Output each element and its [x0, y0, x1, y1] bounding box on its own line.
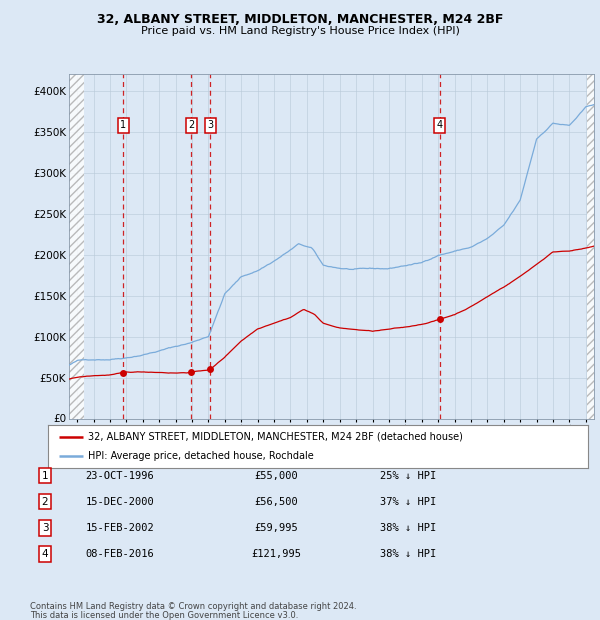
Text: 37% ↓ HPI: 37% ↓ HPI — [380, 497, 436, 507]
Text: £56,500: £56,500 — [254, 497, 298, 507]
Text: 15-FEB-2002: 15-FEB-2002 — [86, 523, 154, 533]
Text: 32, ALBANY STREET, MIDDLETON, MANCHESTER, M24 2BF (detached house): 32, ALBANY STREET, MIDDLETON, MANCHESTER… — [89, 432, 463, 442]
Text: 4: 4 — [41, 549, 49, 559]
Text: 38% ↓ HPI: 38% ↓ HPI — [380, 523, 436, 533]
Text: 4: 4 — [437, 120, 443, 130]
Text: 2: 2 — [188, 120, 194, 130]
Text: 1: 1 — [41, 471, 49, 480]
Text: 23-OCT-1996: 23-OCT-1996 — [86, 471, 154, 480]
Text: 25% ↓ HPI: 25% ↓ HPI — [380, 471, 436, 480]
Text: Price paid vs. HM Land Registry's House Price Index (HPI): Price paid vs. HM Land Registry's House … — [140, 26, 460, 36]
Text: Contains HM Land Registry data © Crown copyright and database right 2024.: Contains HM Land Registry data © Crown c… — [30, 602, 356, 611]
Text: 08-FEB-2016: 08-FEB-2016 — [86, 549, 154, 559]
Text: This data is licensed under the Open Government Licence v3.0.: This data is licensed under the Open Gov… — [30, 611, 298, 619]
Text: 1: 1 — [120, 120, 127, 130]
Text: 38% ↓ HPI: 38% ↓ HPI — [380, 549, 436, 559]
Text: 3: 3 — [41, 523, 49, 533]
Text: 32, ALBANY STREET, MIDDLETON, MANCHESTER, M24 2BF: 32, ALBANY STREET, MIDDLETON, MANCHESTER… — [97, 14, 503, 26]
Text: £55,000: £55,000 — [254, 471, 298, 480]
Text: 3: 3 — [208, 120, 214, 130]
Text: £121,995: £121,995 — [251, 549, 301, 559]
Text: 2: 2 — [41, 497, 49, 507]
Text: 15-DEC-2000: 15-DEC-2000 — [86, 497, 154, 507]
Text: HPI: Average price, detached house, Rochdale: HPI: Average price, detached house, Roch… — [89, 451, 314, 461]
Text: £59,995: £59,995 — [254, 523, 298, 533]
